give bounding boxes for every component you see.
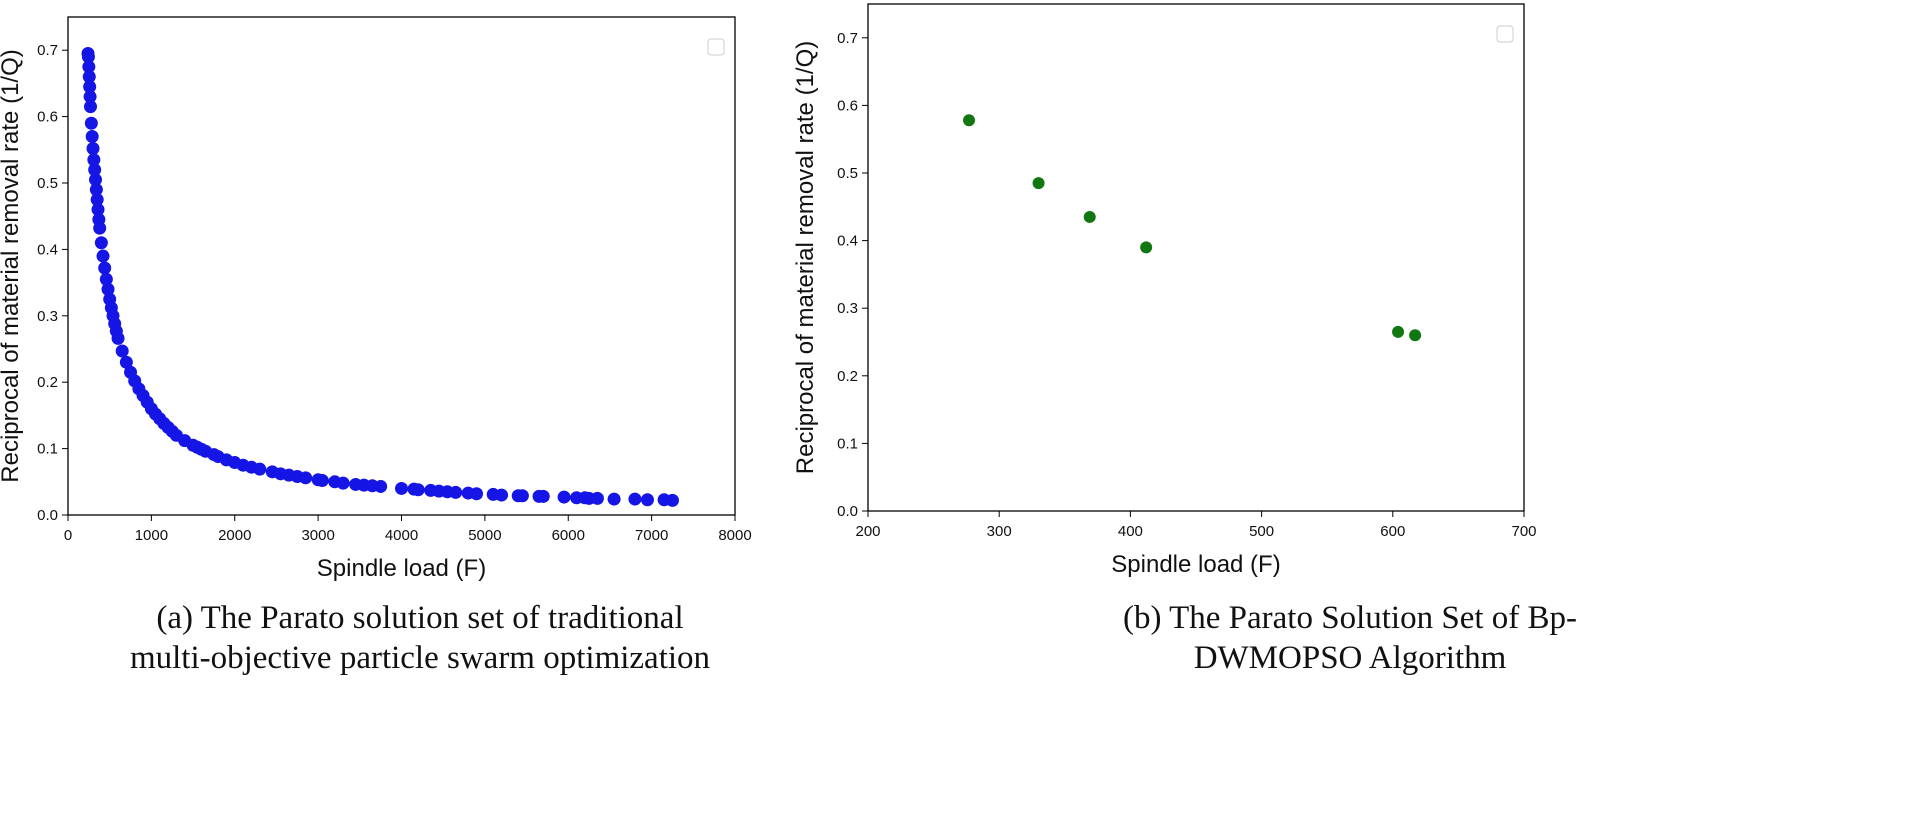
caption-b: (b) The Parato Solution Set of Bp- DWMOP… xyxy=(850,598,1850,678)
x-axis-label: Spindle load (F) xyxy=(1111,551,1280,578)
data-point xyxy=(96,249,110,263)
data-point xyxy=(628,492,642,506)
scatter-chart-a: 0 1000 2000 3000 4000 5000 6000 7000 8000 0.0 0.1 0… xyxy=(0,16,752,582)
data-point xyxy=(85,130,99,144)
data-point xyxy=(495,488,509,502)
data-point xyxy=(98,261,112,275)
caption-a-line1: (a) The Parato solution set of tradition… xyxy=(156,600,684,636)
data-point xyxy=(1409,329,1422,342)
y-tick-label: 0.0 xyxy=(837,503,858,520)
data-point xyxy=(515,489,529,503)
data-point xyxy=(1140,241,1153,254)
legend-box xyxy=(1496,25,1514,43)
data-point xyxy=(83,90,97,104)
data-point xyxy=(90,193,104,207)
chart-panel-b: 200 300 400 500 600 700 0.0 0.1 0.2 0.3 0.4 0.5 0.6 0… xyxy=(790,0,1905,600)
y-tick-label: 0.2 xyxy=(837,368,858,385)
x-tick-label: 6000 xyxy=(552,527,585,544)
y-tick-label: 0.0 xyxy=(37,507,58,524)
data-point xyxy=(336,476,350,490)
x-tick-label: 200 xyxy=(855,523,880,540)
data-point xyxy=(536,489,550,503)
data-point xyxy=(84,100,98,114)
data-point xyxy=(374,479,388,493)
data-point xyxy=(86,141,100,155)
data-point xyxy=(94,236,108,250)
x-tick-label: 7000 xyxy=(635,527,668,544)
data-point xyxy=(99,272,113,286)
x-tick-label: 8000 xyxy=(718,527,751,544)
data-point xyxy=(253,462,267,476)
x-tick-label: 5000 xyxy=(468,527,501,544)
data-point xyxy=(89,183,103,197)
data-point xyxy=(115,344,129,358)
y-axis-label: Reciprocal of material removal rate (1/Q… xyxy=(792,41,819,474)
data-point xyxy=(470,487,484,501)
data-point xyxy=(89,173,103,187)
data-point xyxy=(82,70,96,84)
scatter-chart-b: 200 300 400 500 600 700 0.0 0.1 0.2 0.3 0.4 0.5 0.6 0… xyxy=(792,3,1537,578)
x-tick-label: 1000 xyxy=(135,527,168,544)
x-tick-label: 600 xyxy=(1380,523,1405,540)
data-point xyxy=(607,492,621,506)
caption-a: (a) The Parato solution set of tradition… xyxy=(40,598,800,678)
x-tick-label: 4000 xyxy=(385,527,418,544)
data-point xyxy=(84,116,98,130)
plot-frame xyxy=(867,3,1525,512)
data-point xyxy=(449,485,463,499)
data-point xyxy=(88,163,102,177)
data-point xyxy=(411,483,425,497)
legend-box xyxy=(707,38,725,56)
data-point xyxy=(101,282,115,296)
data-point xyxy=(315,473,329,487)
data-point xyxy=(299,471,313,485)
data-point xyxy=(590,491,604,505)
plot-frame xyxy=(67,16,736,516)
y-tick-label: 0.7 xyxy=(37,42,58,59)
data-point xyxy=(91,203,105,217)
caption-b-line1: (b) The Parato Solution Set of Bp- xyxy=(1122,600,1577,636)
y-tick-label: 0.5 xyxy=(37,175,58,192)
data-point xyxy=(1392,325,1405,338)
y-axis-label: Reciprocal of material removal rate (1/Q… xyxy=(0,49,24,482)
data-point xyxy=(81,50,95,64)
data-point xyxy=(82,60,96,74)
data-point xyxy=(963,114,976,127)
x-tick-label: 3000 xyxy=(301,527,334,544)
x-tick-label: 500 xyxy=(1249,523,1274,540)
y-tick-label: 0.7 xyxy=(837,30,858,47)
data-point xyxy=(93,221,107,235)
data-point xyxy=(119,355,133,369)
y-tick-label: 0.3 xyxy=(37,308,58,325)
data-point xyxy=(111,331,125,345)
data-point xyxy=(640,493,654,507)
x-axis-label: Spindle load (F) xyxy=(317,555,486,582)
y-tick-label: 0.6 xyxy=(837,97,858,114)
x-tick-label: 2000 xyxy=(218,527,251,544)
data-point xyxy=(665,493,679,507)
y-tick-label: 0.2 xyxy=(37,374,58,391)
x-tick-label: 0 xyxy=(64,527,72,544)
y-tick-label: 0.1 xyxy=(837,435,858,452)
caption-a-line2: multi-objective particle swarm optimizat… xyxy=(129,640,711,676)
data-point xyxy=(83,80,97,94)
chart-panel-a: 0 1000 2000 3000 4000 5000 6000 7000 8000 0.0 0.1 0… xyxy=(0,0,760,600)
caption-b-line2: DWMOPSO Algorithm xyxy=(1193,640,1507,676)
x-tick-label: 300 xyxy=(987,523,1012,540)
y-tick-label: 0.6 xyxy=(37,109,58,126)
data-point xyxy=(395,481,408,495)
y-tick-label: 0.5 xyxy=(837,165,858,182)
x-tick-label: 700 xyxy=(1511,523,1536,540)
data-point xyxy=(1032,177,1045,190)
y-tick-label: 0.1 xyxy=(37,441,58,458)
y-tick-label: 0.4 xyxy=(837,233,858,250)
x-tick-label: 400 xyxy=(1118,523,1143,540)
data-point xyxy=(1083,210,1096,223)
data-point xyxy=(87,153,101,167)
y-tick-label: 0.3 xyxy=(837,300,858,317)
y-tick-label: 0.4 xyxy=(37,241,58,258)
data-point xyxy=(557,490,571,504)
